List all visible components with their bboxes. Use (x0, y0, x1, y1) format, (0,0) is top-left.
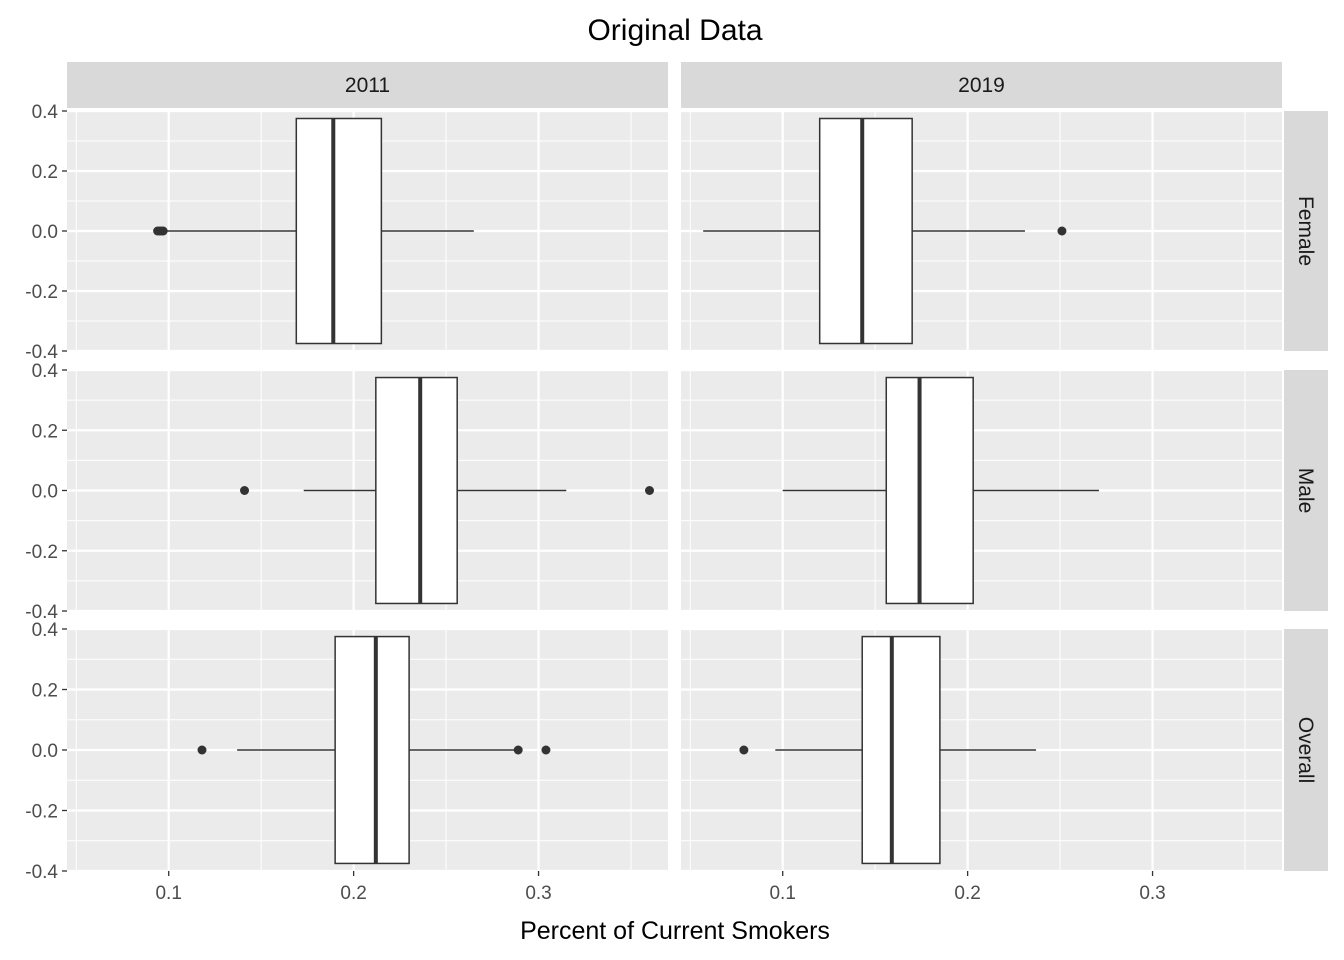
iqr-box (818, 117, 913, 345)
x-tick-label: 0.2 (954, 883, 980, 904)
outlier-point (1057, 226, 1067, 236)
x-tick-label: 0.3 (525, 883, 551, 904)
y-tick-label: -0.4 (25, 602, 58, 623)
facet-panels: 2011 2019 Female Male Overall (67, 62, 1328, 873)
y-tick-label: 0.4 (32, 361, 59, 382)
row-strip-label: Male (1294, 468, 1317, 514)
x-axis-title: Percent of Current Smokers (520, 917, 830, 945)
y-tick-label: 0.2 (32, 681, 58, 702)
y-tick-label: -0.2 (25, 282, 58, 303)
x-tick-label: 0.1 (155, 883, 181, 904)
outlier-point (240, 486, 250, 495)
outlier-point (739, 745, 749, 755)
x-axes: 0.1 0.2 0.3 0.1 0.2 0.3 (155, 871, 1166, 904)
y-axes: 0.40.20.0-0.2-0.40.40.20.0-0.2-0.40.40.2… (25, 102, 67, 883)
boxplot-2019-male (782, 376, 1099, 605)
outlier-point (541, 745, 551, 755)
y-tick-label: 0.0 (32, 222, 58, 243)
y-tick-label: -0.2 (25, 542, 58, 563)
x-tick-label: 0.1 (769, 883, 795, 904)
outlier-point (645, 486, 655, 495)
outlier-point (158, 226, 168, 236)
row-strip-label: Overall (1294, 717, 1317, 784)
y-tick-label: 0.4 (32, 102, 59, 123)
column-strip-2011 (67, 62, 668, 108)
y-tick-label: -0.4 (25, 862, 58, 883)
row-strip-male (1284, 370, 1328, 611)
y-tick-label: 0.0 (32, 741, 58, 762)
boxplot-2011-overall (197, 635, 551, 865)
outlier-point (513, 745, 523, 755)
boxplot-2011-female (153, 117, 474, 345)
chart-title: Original Data (587, 14, 762, 47)
x-tick-label: 0.3 (1139, 883, 1165, 904)
x-tick-label: 0.2 (340, 883, 366, 904)
column-strip-2019 (681, 62, 1282, 108)
column-strip-label: 2011 (345, 74, 390, 97)
iqr-box (885, 376, 974, 605)
iqr-box (375, 376, 458, 605)
row-strip-label: Female (1294, 196, 1317, 266)
iqr-box (861, 635, 941, 865)
y-tick-label: -0.2 (25, 802, 58, 823)
boxplot-2019-female (703, 117, 1067, 345)
boxplot-2011-male (240, 376, 655, 605)
y-tick-label: 0.2 (32, 421, 58, 442)
y-tick-label: 0.2 (32, 162, 58, 183)
boxplot-2019-overall (739, 635, 1037, 865)
column-strip-label: 2019 (958, 74, 1005, 97)
iqr-box (334, 635, 410, 865)
y-tick-label: -0.4 (25, 342, 58, 363)
y-tick-label: 0.4 (32, 620, 59, 641)
iqr-box (295, 117, 383, 345)
outlier-point (197, 745, 207, 755)
y-tick-label: 0.0 (32, 482, 58, 503)
row-strip-overall (1284, 629, 1328, 871)
row-strip-female (1284, 111, 1328, 351)
